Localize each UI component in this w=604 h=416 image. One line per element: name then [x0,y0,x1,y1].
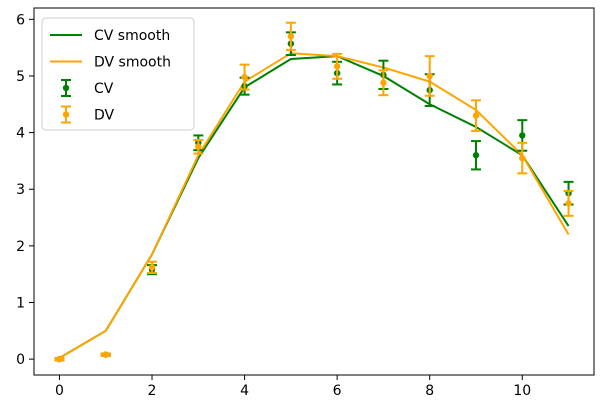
data-point [195,143,202,150]
data-point [565,200,572,207]
data-point [426,72,433,80]
data-point [472,152,480,159]
x-tick-label: 0 [55,383,64,399]
legend-label: DV [94,108,115,124]
legend-point [62,84,70,92]
y-tick-label: 2 [16,239,25,255]
y-tick-label: 6 [16,12,25,28]
legend-label: CV [94,81,114,97]
data-point [333,63,341,70]
legend-label: DV smooth [94,55,171,71]
plot-frame [33,7,595,376]
errorbar-series [54,21,574,363]
legend-point [62,111,70,118]
data-point [380,79,387,86]
x-tick-label: 8 [425,383,434,399]
y-tick-label: 4 [16,126,25,142]
x-tick-label: 4 [240,383,249,399]
data-point [472,112,480,119]
data-point [56,355,63,363]
data-point [519,132,526,139]
legend-box [41,17,195,131]
x-tick-label: 10 [513,383,531,399]
y-axis: 0 1 2 3 4 5 6 [16,12,34,368]
data-point [519,154,526,162]
data-point [148,264,156,271]
x-axis: 0 2 4 6 8 10 [55,375,531,399]
y-tick-label: 3 [16,182,25,198]
y-tick-label: 0 [16,352,25,368]
y-tick-label: 5 [16,69,25,85]
x-tick-label: 2 [148,383,157,399]
data-point [241,73,248,81]
chart-series [54,21,574,363]
data-point [287,33,295,40]
series-line [58,52,570,359]
legend-label: CV smooth [94,28,170,44]
y-tick-label: 1 [16,296,25,312]
data-point [102,351,109,358]
legend: CV smooth DV smooth CV DV [41,17,195,131]
x-tick-label: 6 [333,383,342,399]
